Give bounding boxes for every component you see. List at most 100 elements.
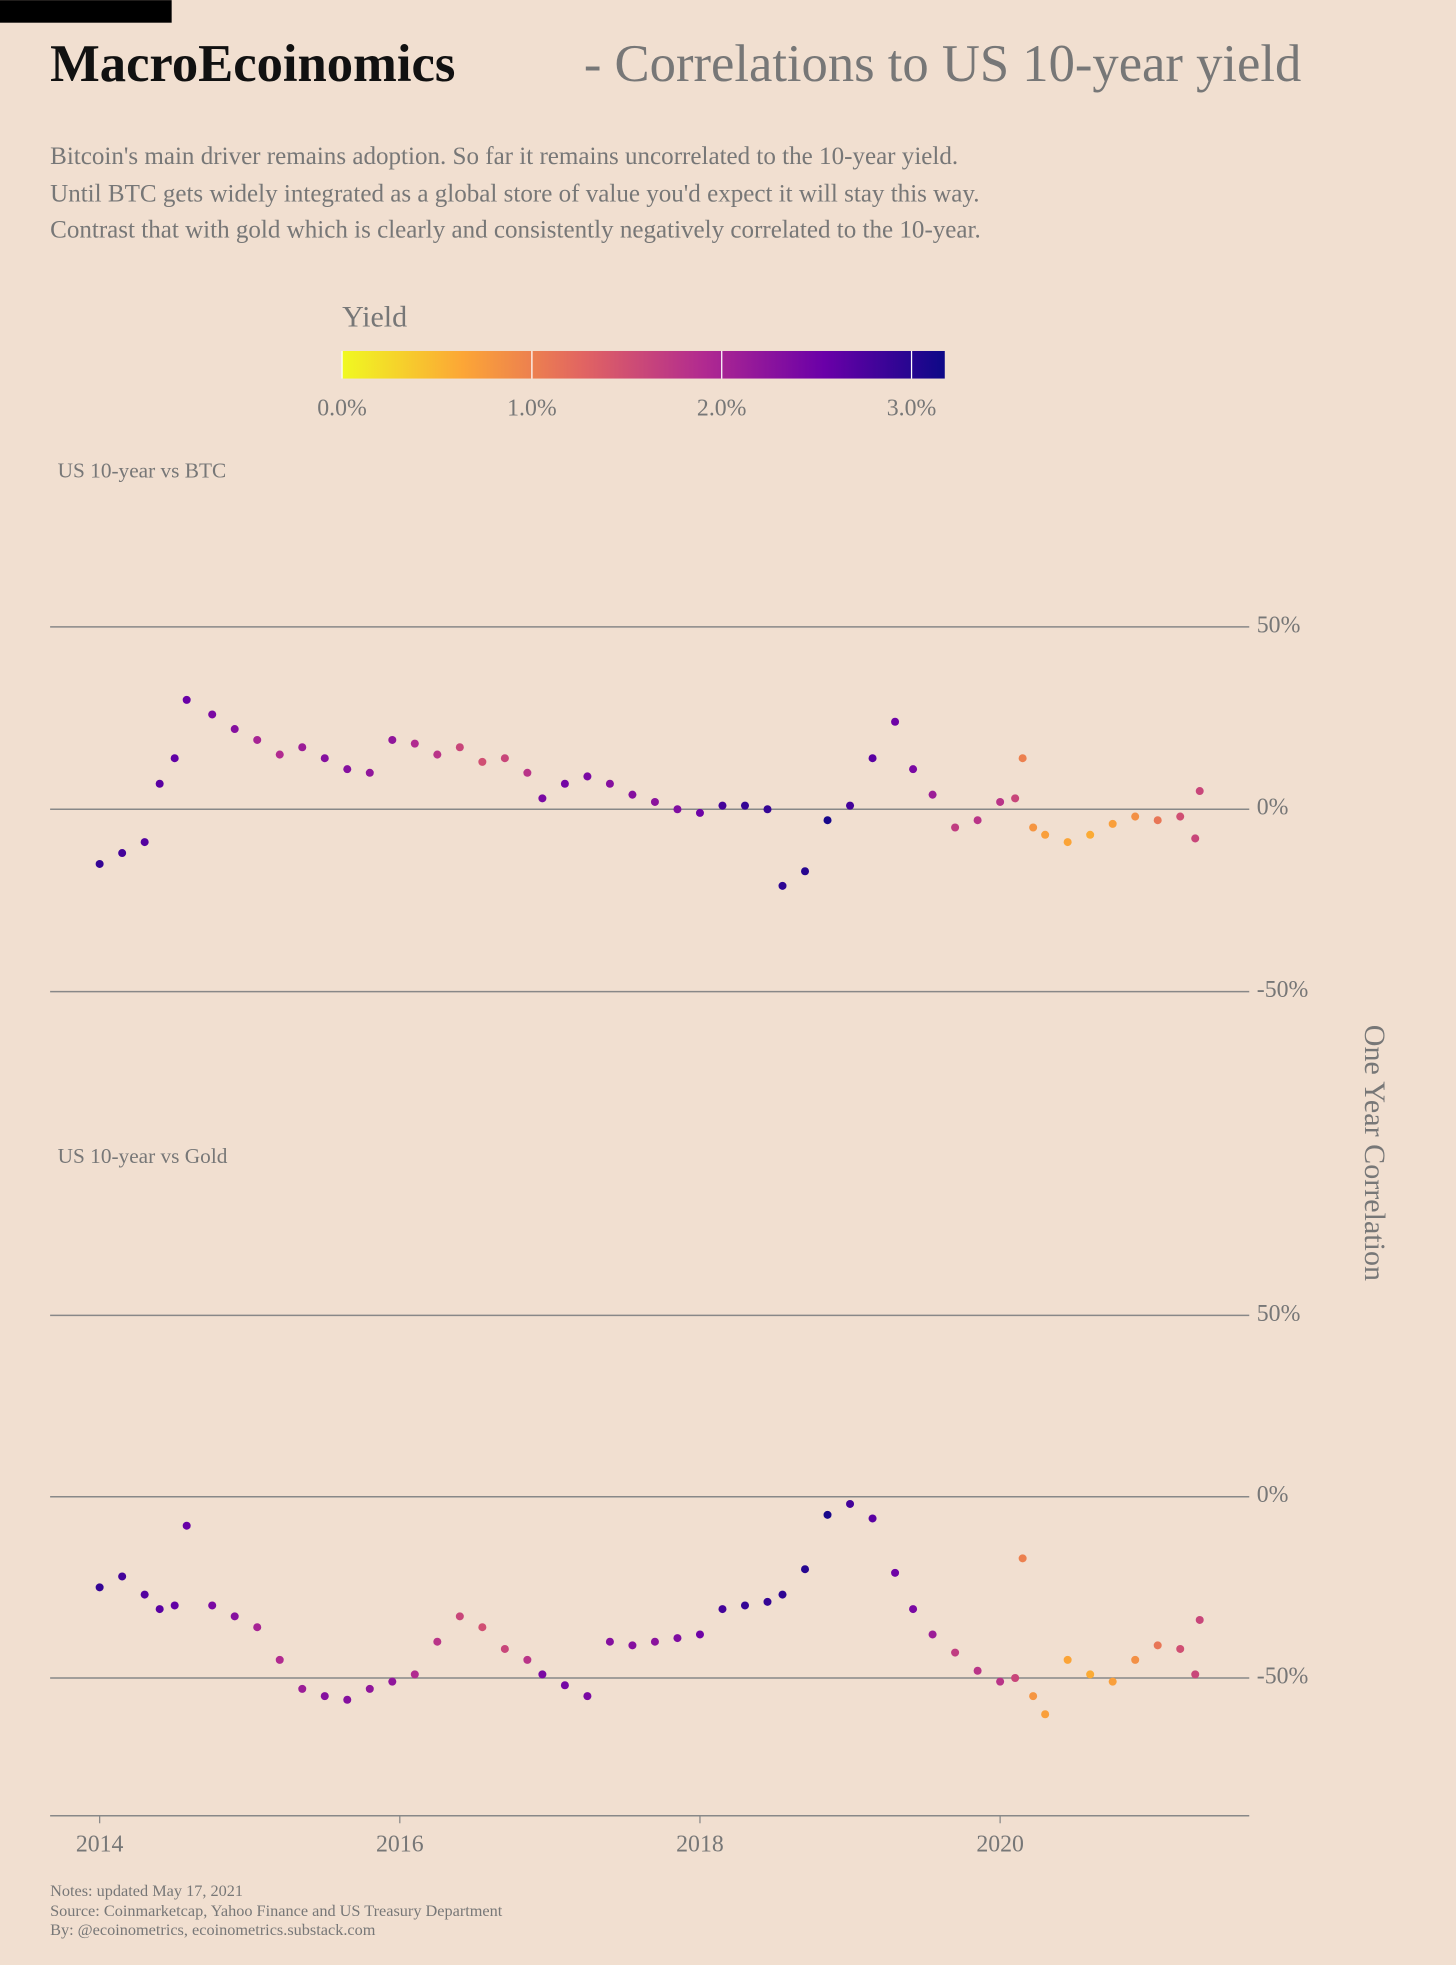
point — [343, 765, 352, 774]
point — [182, 695, 191, 704]
point — [253, 735, 262, 744]
note: Notes: updated May 17, 2021 — [50, 1881, 243, 1900]
point — [628, 790, 637, 799]
point — [973, 1666, 982, 1675]
point — [740, 1601, 749, 1610]
point — [560, 1681, 569, 1690]
point — [1018, 754, 1027, 763]
point — [740, 801, 749, 810]
point — [823, 816, 832, 825]
colorbar — [342, 350, 945, 379]
note: By: @ecoinometrics, ecoinometrics.substa… — [50, 1920, 376, 1939]
colorbar-tick-label: 2.0% — [697, 395, 747, 421]
point — [673, 805, 682, 814]
subtitle-line: Contrast that with gold which is clearly… — [50, 217, 981, 244]
point — [1176, 1644, 1185, 1653]
point — [365, 1684, 374, 1693]
point — [1041, 830, 1050, 839]
y-tick-label: -50% — [1257, 1663, 1309, 1689]
point — [455, 1612, 464, 1621]
point — [628, 1641, 637, 1650]
point — [1191, 1670, 1200, 1679]
point — [1029, 823, 1038, 832]
point — [650, 797, 659, 806]
point — [500, 1644, 509, 1653]
point — [1011, 794, 1020, 803]
point — [846, 1499, 855, 1508]
point — [320, 754, 329, 763]
point — [95, 1583, 104, 1592]
point — [996, 1677, 1005, 1686]
point — [538, 794, 547, 803]
point — [695, 808, 704, 817]
point — [230, 1612, 239, 1621]
point — [388, 1677, 397, 1686]
point — [951, 1648, 960, 1657]
y-tick-label: 50% — [1257, 612, 1301, 638]
point — [1086, 1670, 1095, 1679]
point — [605, 1637, 614, 1646]
point — [478, 1623, 487, 1632]
point — [523, 1655, 532, 1664]
logo-bar — [0, 0, 172, 23]
point — [1131, 1655, 1140, 1664]
point — [1131, 812, 1140, 821]
y-tick-label: 0% — [1257, 1482, 1289, 1508]
point — [170, 1601, 179, 1610]
point — [763, 1597, 772, 1606]
point — [275, 750, 284, 759]
subtitle-line: Until BTC gets widely integrated as a gl… — [50, 180, 979, 207]
point — [433, 750, 442, 759]
panel-title: US 10-year vs BTC — [58, 458, 227, 482]
point — [1191, 834, 1200, 843]
point — [1018, 1554, 1027, 1563]
title: MacroEcoinomics — [50, 35, 455, 93]
point — [253, 1623, 262, 1632]
point — [170, 754, 179, 763]
point — [778, 1590, 787, 1599]
panel-title: US 10-year vs Gold — [58, 1144, 228, 1168]
point — [1195, 1615, 1204, 1624]
y-tick-label: -50% — [1257, 977, 1309, 1003]
point — [891, 1568, 900, 1577]
point — [823, 1510, 832, 1519]
point — [140, 1590, 149, 1599]
point — [928, 1630, 937, 1639]
point — [365, 768, 374, 777]
x-tick-label: 2020 — [976, 1831, 1024, 1857]
point — [1108, 819, 1117, 828]
point — [1086, 830, 1095, 839]
subtitle-line: Bitcoin's main driver remains adoption. … — [50, 143, 958, 170]
x-tick-label: 2014 — [76, 1831, 124, 1857]
point — [1029, 1692, 1038, 1701]
point — [410, 1670, 419, 1679]
point — [500, 754, 509, 763]
point — [778, 881, 787, 890]
colorbar-tick-label: 1.0% — [507, 395, 557, 421]
point — [801, 1565, 810, 1574]
point — [410, 739, 419, 748]
point — [208, 1601, 217, 1610]
y-tick-label: 50% — [1257, 1301, 1301, 1327]
point — [1153, 1641, 1162, 1650]
point — [298, 743, 307, 752]
point — [1176, 812, 1185, 821]
point — [1063, 838, 1072, 847]
point — [208, 710, 217, 719]
point — [118, 849, 127, 858]
point — [140, 838, 149, 847]
point — [801, 867, 810, 876]
point — [973, 816, 982, 825]
point — [909, 1605, 918, 1614]
point — [891, 717, 900, 726]
point — [478, 757, 487, 766]
point — [118, 1572, 127, 1581]
point — [1063, 1655, 1072, 1664]
point — [695, 1630, 704, 1639]
point — [928, 790, 937, 799]
point — [95, 859, 104, 868]
point — [583, 1692, 592, 1701]
point — [718, 1605, 727, 1614]
